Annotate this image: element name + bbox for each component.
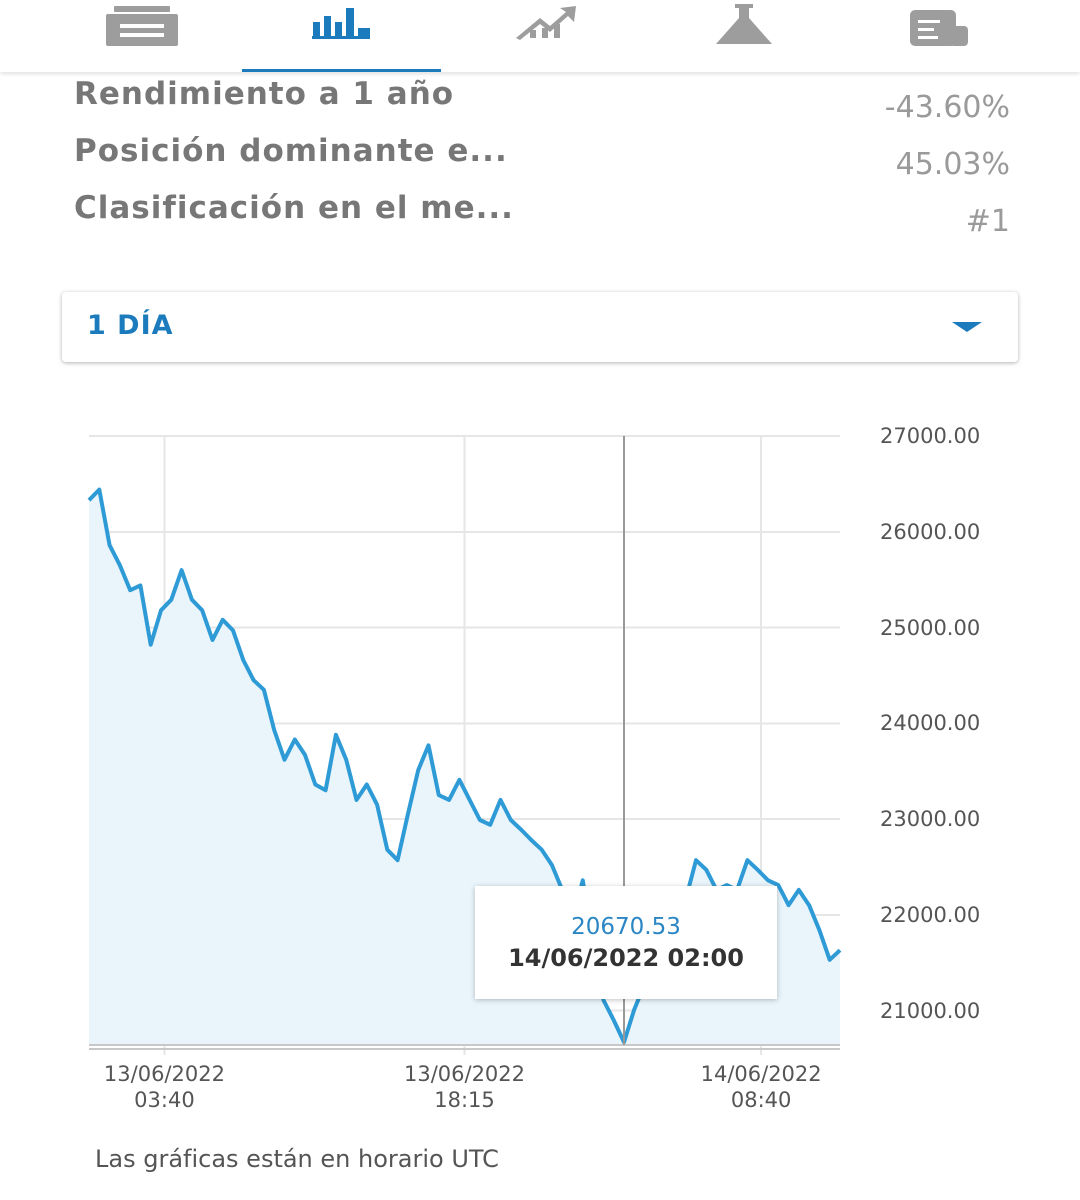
dropdown-arrow — [952, 322, 982, 332]
stat-value: #1 — [965, 204, 1010, 239]
y-tick-label: 25000.00 — [880, 615, 981, 640]
area — [89, 489, 840, 1046]
tab-news[interactable] — [106, 6, 178, 46]
period-dropdown[interactable]: 1 DÍA — [62, 292, 1018, 362]
stat-value: 45.03% — [895, 147, 1010, 182]
tab-lab[interactable] — [716, 4, 772, 44]
y-tick-label: 22000.00 — [880, 902, 981, 927]
y-tick-label: 24000.00 — [880, 711, 981, 736]
y-tick-label: 27000.00 — [880, 424, 981, 448]
stat-label: Posición dominante e... — [74, 133, 508, 169]
x-tick-label: 14/06/2022 08:40 — [700, 1062, 822, 1112]
tab-chart[interactable] — [312, 8, 370, 39]
tab-performance[interactable] — [516, 6, 576, 40]
y-tick-label: 26000.00 — [880, 519, 981, 544]
tooltip-time: 14/06/2022 02:00 — [508, 944, 744, 972]
stat-label: Clasificación en el me... — [74, 190, 514, 226]
tab-indicator — [242, 69, 441, 73]
tab-docs[interactable] — [910, 10, 968, 46]
x-tick-label: 13/06/2022 18:15 — [403, 1062, 526, 1112]
tooltip: 20670.53 14/06/2022 02:00 — [475, 886, 777, 999]
x-tick-label: 13/06/2022 03:40 — [103, 1062, 225, 1112]
stat-label: Rendimiento a 1 año — [74, 76, 455, 112]
y-tick-label: 21000.00 — [880, 998, 981, 1023]
stat-value: -43.60% — [884, 90, 1010, 125]
tab-icons — [106, 4, 968, 73]
tooltip-value: 20670.53 — [571, 914, 681, 940]
y-tick-label: 23000.00 — [880, 807, 981, 832]
period-text: 1 DÍA — [87, 310, 174, 341]
footnote: Las gráficas están en horario UTC — [95, 1145, 499, 1173]
tab-bar — [0, 0, 1080, 73]
